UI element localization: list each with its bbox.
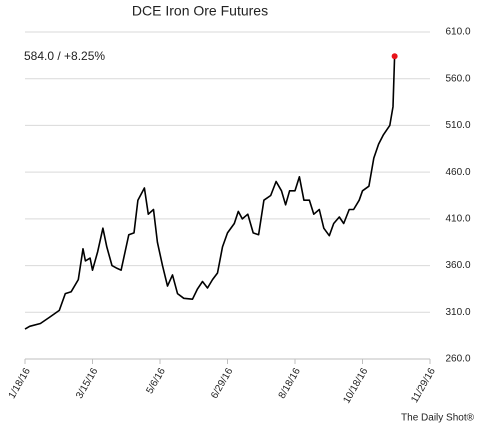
y-tick-label: 610.0 [445, 27, 470, 38]
source: The Daily Shot® [401, 413, 475, 424]
last-point [391, 53, 398, 60]
y-tick-label: 310.0 [445, 307, 470, 318]
x-tick-label: 1/18/16 [7, 366, 33, 401]
y-tick-label: 410.0 [445, 213, 470, 224]
x-tick-label: 6/29/16 [209, 366, 235, 401]
x-tick-label: 10/18/16 [341, 366, 370, 406]
x-tick-label: 11/29/16 [409, 366, 438, 405]
x-tick-label: 8/18/16 [277, 366, 303, 401]
y-tick-label: 260.0 [445, 354, 470, 365]
annotation: 584.0 / +8.25% [24, 49, 105, 63]
price-line [24, 56, 396, 330]
chart-title: DCE Iron Ore Futures [132, 3, 268, 19]
y-tick-label: 360.0 [445, 260, 470, 271]
y-tick-label: 510.0 [445, 120, 470, 131]
y-tick-label: 460.0 [445, 167, 470, 178]
x-tick-label: 3/15/16 [74, 366, 100, 401]
y-tick-label: 560.0 [445, 73, 470, 84]
x-tick-label: 5/6/16 [144, 366, 168, 396]
